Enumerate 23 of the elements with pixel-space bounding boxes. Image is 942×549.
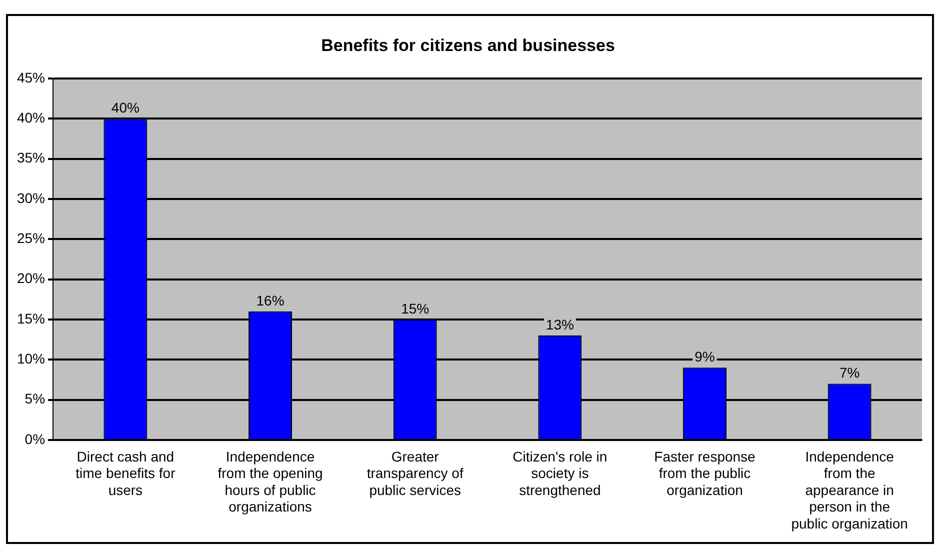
x-tick-label: Direct cash and time benefits for users [76, 448, 176, 498]
data-label: 9% [694, 348, 715, 365]
data-label: 15% [401, 300, 430, 316]
x-tick-label: Faster response from the public organization [654, 448, 756, 498]
data-label: 7% [839, 364, 860, 381]
x-tick-label: Independence from the opening hours of public organizations [218, 448, 323, 515]
y-tick-label: 30% [16, 190, 46, 206]
y-tick-label: 20% [16, 270, 46, 286]
y-tick-label: 0% [24, 430, 46, 447]
y-tick-label: 35% [16, 150, 46, 166]
y-tick-label: 10% [16, 350, 46, 367]
data-label: 13% [546, 316, 574, 332]
y-tick-label: 5% [24, 390, 46, 407]
y-tick-label: 40% [16, 109, 46, 126]
data-label: 40% [111, 99, 140, 116]
chart-title: Benefits for citizens and businesses [321, 36, 615, 55]
y-tick-label: 45% [16, 69, 46, 86]
x-tick-label: Greater transparency of public services [366, 448, 464, 498]
x-tick-label: Citizen's role in society is strengthened [512, 448, 608, 498]
data-label: 16% [256, 292, 284, 308]
y-tick-label: 25% [16, 230, 46, 246]
y-tick-label: 15% [16, 310, 46, 326]
x-tick-label: Independence from the appearance in person in the public organization [791, 448, 908, 532]
